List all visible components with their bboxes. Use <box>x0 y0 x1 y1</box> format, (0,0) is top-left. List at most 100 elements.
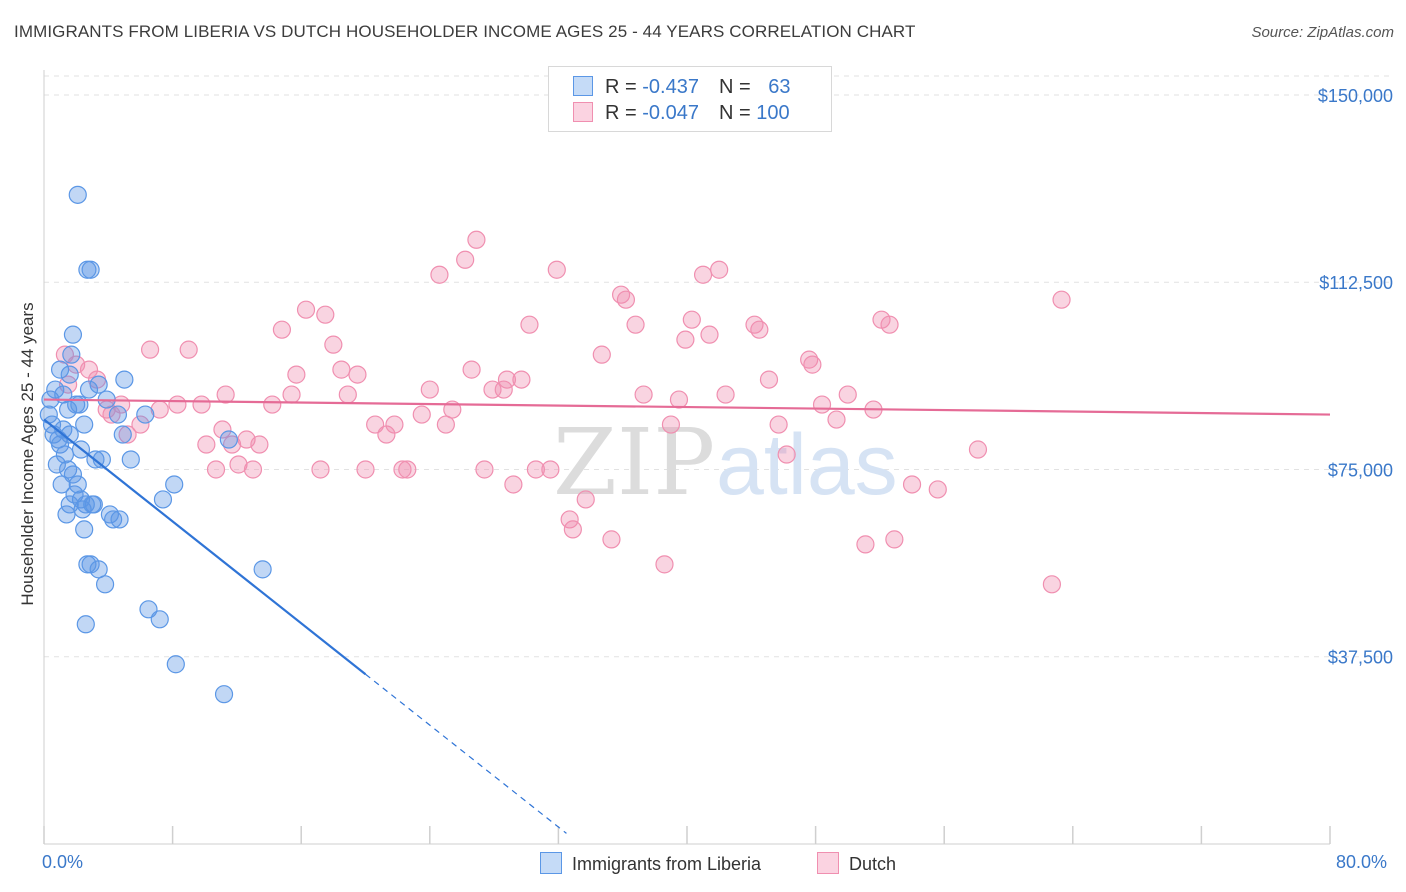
data-point <box>95 575 115 594</box>
data-point <box>592 345 611 364</box>
data-point <box>118 425 137 444</box>
data-point <box>75 415 94 434</box>
data-point <box>140 340 160 359</box>
data-point <box>108 405 128 424</box>
data-point <box>812 395 832 414</box>
data-point <box>222 435 242 454</box>
y-tick-label: $150,000 <box>1318 86 1393 106</box>
data-point <box>759 370 779 389</box>
data-point <box>777 445 796 464</box>
data-point <box>153 490 173 509</box>
data-point <box>63 325 83 344</box>
x-tick-max: 80.0% <box>1336 852 1388 872</box>
data-point <box>55 445 74 464</box>
data-point <box>576 490 595 509</box>
data-point <box>430 265 449 284</box>
data-point <box>131 415 150 434</box>
data-point <box>456 250 475 269</box>
data-point <box>179 340 198 359</box>
data-point <box>229 455 248 474</box>
bottom-legend-label-dutch: Dutch <box>849 854 897 874</box>
data-point <box>81 260 100 279</box>
data-point <box>197 435 216 454</box>
axes <box>43 70 1331 845</box>
data-point <box>62 345 81 364</box>
data-point <box>560 510 579 529</box>
watermark: ZIP atlas <box>553 409 898 516</box>
data-point <box>634 385 653 404</box>
data-point <box>682 310 701 329</box>
legend-row-liberia: R = -0.437 N = 63 <box>573 76 790 100</box>
dutch-points <box>55 230 1071 594</box>
data-point <box>166 655 185 674</box>
data-point <box>803 355 822 374</box>
data-point <box>115 370 134 389</box>
data-point <box>192 395 211 414</box>
trend-lines <box>43 398 1331 834</box>
legend-r-label-1: R = <box>605 76 643 98</box>
data-point <box>282 385 301 404</box>
data-point <box>475 460 494 479</box>
data-point <box>272 320 292 339</box>
data-point <box>89 375 108 394</box>
data-point <box>70 395 89 414</box>
data-point <box>287 365 306 384</box>
data-point <box>512 370 531 389</box>
data-point <box>467 230 486 249</box>
bottom-legend-swatch-blue <box>540 852 562 874</box>
bottom-legend-dutch[interactable]: Dutch <box>817 852 896 875</box>
data-point <box>616 290 636 309</box>
data-point <box>497 370 517 389</box>
data-point <box>73 500 92 519</box>
data-point <box>75 520 94 539</box>
legend-n-label-1: N = <box>718 76 757 98</box>
data-point <box>526 460 545 479</box>
data-point <box>50 360 70 379</box>
data-point <box>700 325 719 344</box>
bottom-legend-liberia[interactable]: Immigrants from Liberia <box>540 852 761 875</box>
source-label: Source: ZipAtlas.com <box>1251 24 1394 41</box>
chart-title: IMMIGRANTS FROM LIBERIA VS DUTCH HOUSEHO… <box>14 22 916 41</box>
data-point <box>902 475 922 494</box>
legend-r-value-1: -0.437 <box>642 76 699 98</box>
data-point <box>611 285 631 304</box>
data-point <box>769 415 788 434</box>
data-point <box>324 335 343 354</box>
data-point <box>436 415 455 434</box>
trend-line-liberia-extension <box>365 673 567 834</box>
data-point <box>393 460 412 479</box>
data-point <box>520 315 539 334</box>
data-point <box>626 315 645 334</box>
data-point <box>710 260 729 279</box>
data-point <box>250 435 269 454</box>
data-point <box>59 460 78 479</box>
data-point <box>206 460 226 479</box>
data-point <box>253 560 272 579</box>
data-point <box>838 385 857 404</box>
data-point <box>165 475 184 494</box>
watermark-zip: ZIP <box>553 409 715 516</box>
data-point <box>68 185 87 204</box>
trend-line-dutch <box>43 398 1331 416</box>
data-point <box>968 440 988 459</box>
gridlines <box>44 75 1394 658</box>
legend-n-label-2: N = <box>718 102 757 124</box>
data-point <box>655 555 674 574</box>
data-point <box>89 560 108 579</box>
y-tick-label: $75,000 <box>1328 460 1393 480</box>
data-point <box>856 535 875 554</box>
trend-line-liberia <box>43 418 367 676</box>
data-point <box>928 480 947 499</box>
data-point <box>84 495 103 514</box>
data-point <box>121 450 140 469</box>
data-point <box>504 475 523 494</box>
data-point <box>68 475 87 494</box>
data-point <box>46 380 65 399</box>
data-point <box>1052 290 1071 309</box>
legend-n-value-2: 100 <box>756 102 790 124</box>
bottom-legend-swatch-pink <box>817 852 839 874</box>
data-point <box>412 405 431 424</box>
data-point <box>547 260 566 279</box>
data-point <box>104 510 123 529</box>
data-point <box>716 385 735 404</box>
